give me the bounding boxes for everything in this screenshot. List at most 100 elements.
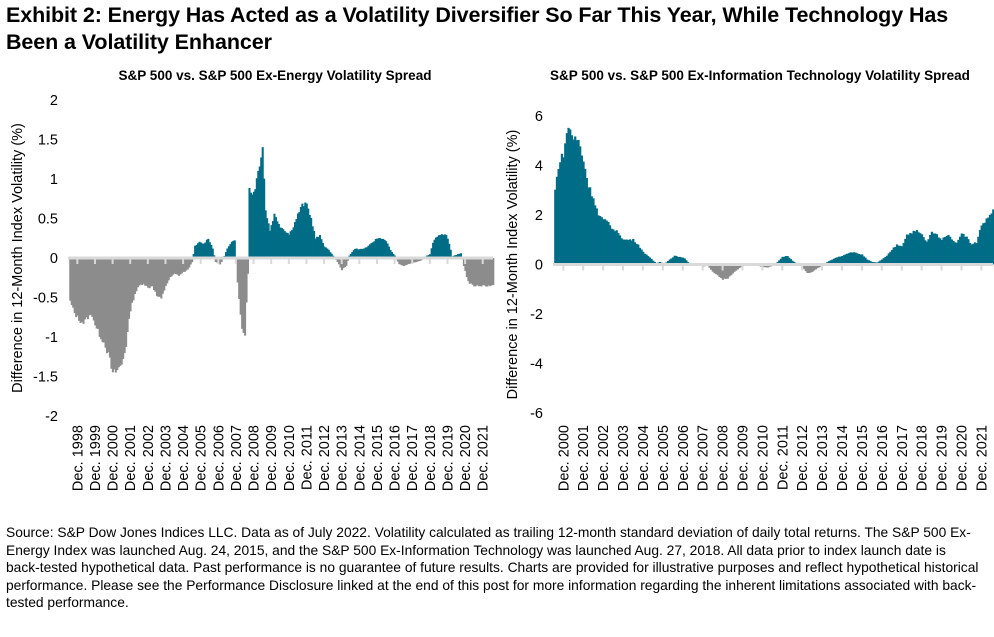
data-bar <box>407 258 410 265</box>
data-bar <box>481 258 485 286</box>
data-bar <box>806 264 809 274</box>
data-bar <box>210 244 213 258</box>
data-bar <box>364 247 367 258</box>
data-bar <box>455 254 458 258</box>
data-bar <box>559 162 562 265</box>
data-bar <box>803 264 806 270</box>
data-bar <box>972 243 975 265</box>
data-bar <box>276 221 279 258</box>
x-tick-label: Dec. 2000 <box>556 425 572 491</box>
data-bar <box>595 208 598 265</box>
data-bar <box>736 264 739 270</box>
data-bar <box>258 166 261 258</box>
data-bar <box>351 252 354 258</box>
data-bar <box>766 264 769 268</box>
data-bar <box>383 239 386 258</box>
data-bar <box>79 258 82 323</box>
x-tick-label: Dec. 2011 <box>299 425 315 490</box>
x-tick-label: Dec. 2001 <box>576 425 592 491</box>
data-bar <box>169 258 172 278</box>
data-bar <box>283 231 286 258</box>
data-bar <box>408 258 411 264</box>
data-bar <box>476 258 479 285</box>
data-bar <box>163 258 166 291</box>
data-bar <box>414 258 417 263</box>
data-bar <box>255 178 258 258</box>
data-bar <box>899 245 902 265</box>
data-bar <box>299 206 302 258</box>
data-bar <box>412 258 416 263</box>
data-bar <box>960 233 963 265</box>
data-bar <box>492 258 495 286</box>
y-tick-label: -4 <box>530 357 543 373</box>
data-bar <box>982 223 985 265</box>
data-bar <box>81 258 84 323</box>
x-tick-label: Dec. 2010 <box>755 425 771 491</box>
data-bar <box>370 243 373 258</box>
data-bar <box>204 242 207 258</box>
data-bar <box>135 258 138 292</box>
x-tick-label: Dec. 2019 <box>440 425 456 491</box>
data-bar <box>342 258 345 269</box>
data-bar <box>932 233 935 265</box>
x-tick-label: Dec. 2005 <box>194 425 210 491</box>
data-bar <box>139 258 142 285</box>
data-bar <box>554 189 557 265</box>
x-tick-label: Dec. 2015 <box>855 425 871 491</box>
x-tick-label: Dec. 2002 <box>141 425 157 491</box>
data-bar <box>885 255 889 265</box>
data-bar <box>386 243 389 258</box>
y-tick-label: 0 <box>50 251 58 267</box>
data-bar <box>992 209 994 265</box>
data-bar <box>844 254 847 265</box>
data-bar <box>990 213 993 265</box>
data-bar <box>126 258 129 333</box>
data-bar <box>628 239 632 265</box>
data-bar <box>318 235 322 258</box>
data-bar <box>144 258 147 286</box>
data-bar <box>434 237 438 258</box>
data-bar <box>83 258 87 320</box>
data-bar <box>429 254 432 258</box>
data-bar <box>398 258 401 265</box>
data-bar <box>117 258 120 368</box>
x-tick-label: Dec. 2004 <box>636 425 652 491</box>
data-bar <box>985 218 988 265</box>
data-bar <box>710 264 713 270</box>
x-tick-label: Dec. 2021 <box>476 425 492 491</box>
data-bar <box>293 222 297 258</box>
data-bar <box>613 231 617 265</box>
data-bar <box>280 227 283 258</box>
data-bar <box>89 258 92 315</box>
data-bar <box>477 258 480 287</box>
x-tick-label: Dec. 2011 <box>775 425 791 490</box>
data-bar <box>242 258 245 333</box>
data-bar <box>274 217 277 258</box>
data-bar <box>82 258 85 324</box>
data-bar <box>483 258 486 286</box>
data-bar <box>78 258 81 321</box>
data-bar <box>939 238 942 265</box>
data-bar <box>254 189 257 258</box>
data-bar <box>324 247 327 258</box>
data-bar <box>432 242 435 258</box>
data-bar <box>119 258 122 366</box>
data-bar <box>197 243 200 258</box>
data-bar <box>363 248 366 258</box>
data-bar <box>975 243 978 265</box>
data-bar <box>433 239 436 258</box>
data-bar <box>963 236 967 265</box>
data-bar <box>132 258 135 301</box>
x-tick-label: Dec. 2008 <box>247 425 263 491</box>
data-bar <box>316 236 319 258</box>
data-bar <box>138 258 141 286</box>
data-bar <box>164 258 167 286</box>
data-bar <box>85 258 88 318</box>
x-tick-label: Dec. 2009 <box>264 425 280 491</box>
data-bar <box>175 258 178 275</box>
data-bar <box>652 260 655 265</box>
data-bar <box>401 258 404 266</box>
data-bar <box>778 260 781 265</box>
data-bar <box>339 258 342 268</box>
data-bar <box>86 258 89 320</box>
